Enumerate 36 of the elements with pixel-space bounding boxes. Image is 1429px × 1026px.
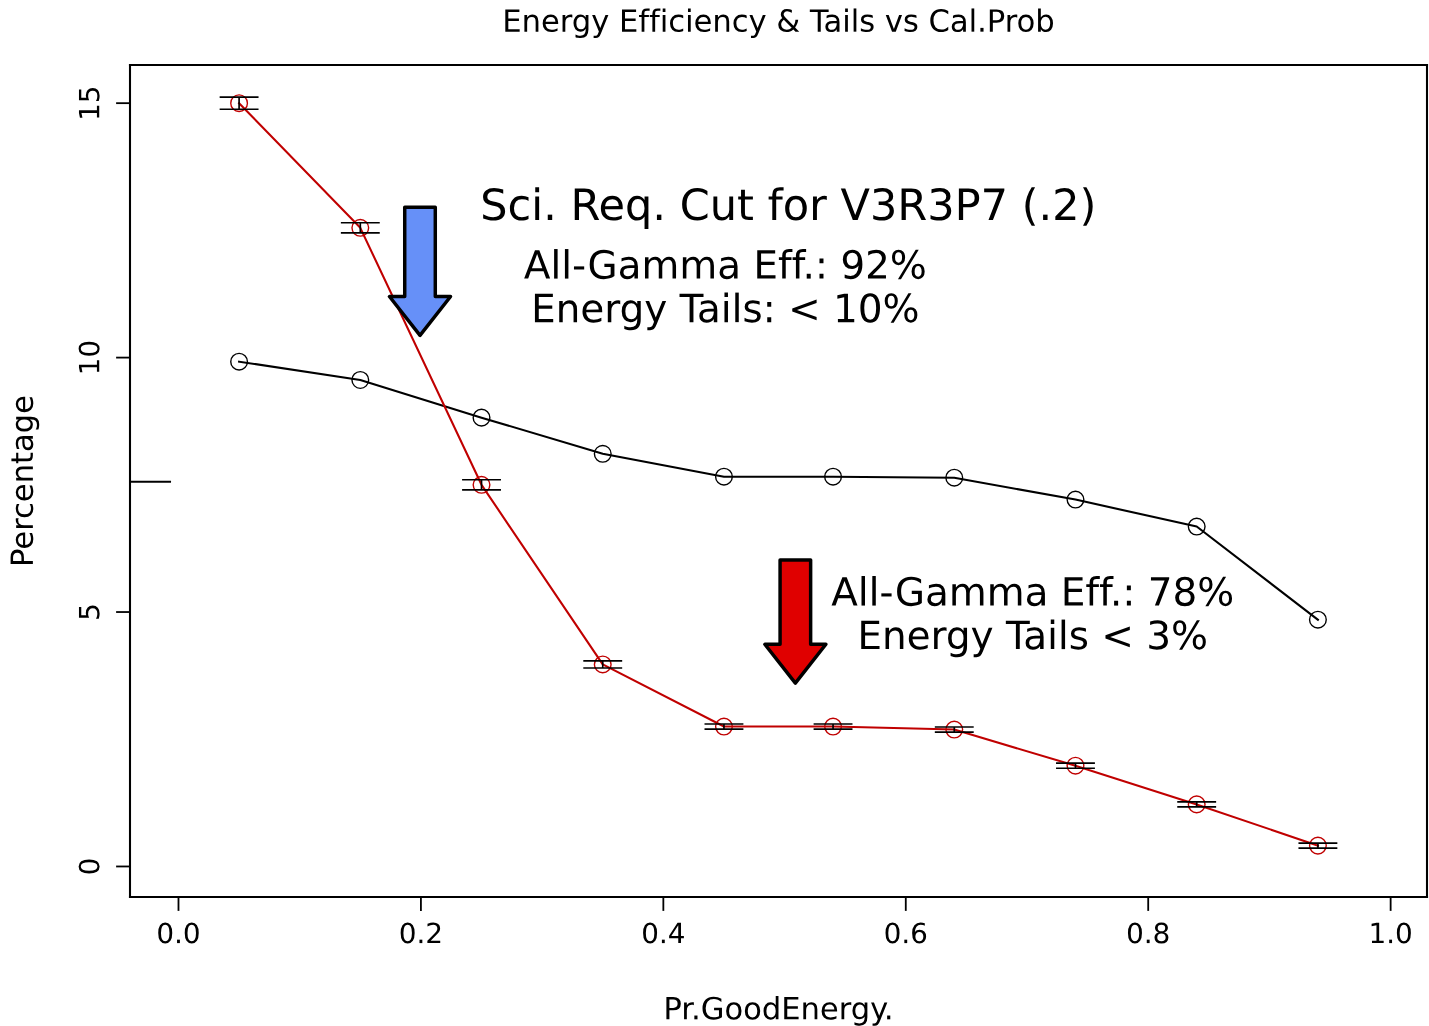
chart-title: Energy Efficiency & Tails vs Cal.Prob xyxy=(505,8,1054,39)
point xyxy=(1308,836,1327,855)
x-tick-label: 0.8 xyxy=(1127,922,1169,944)
point xyxy=(472,475,491,494)
y-axis-title: Percentage xyxy=(10,396,40,564)
point xyxy=(824,717,843,736)
y-tick-label: 10 xyxy=(78,341,100,373)
point xyxy=(593,444,612,463)
point xyxy=(1066,490,1085,509)
y-tick-label: 5 xyxy=(78,605,100,619)
point xyxy=(1308,610,1327,629)
point xyxy=(472,408,491,427)
point xyxy=(714,467,733,486)
point xyxy=(230,352,249,371)
x-axis-title: Pr.GoodEnergy. xyxy=(666,996,891,1026)
point xyxy=(1187,517,1206,536)
point xyxy=(1187,795,1206,814)
point xyxy=(351,370,370,390)
annotation: Sci. Req. Cut for V3R3P7 (.2) xyxy=(483,187,1093,229)
point xyxy=(230,94,249,113)
point xyxy=(1066,756,1085,775)
point xyxy=(945,468,964,487)
x-tick-label: 0.0 xyxy=(158,922,199,944)
point xyxy=(945,720,964,739)
y-tick-label: 0 xyxy=(78,859,100,874)
x-tick-label: 0.4 xyxy=(643,922,684,944)
x-tick-label: 0.2 xyxy=(400,922,441,944)
y-tick-label: 15 xyxy=(78,87,100,118)
point xyxy=(593,655,612,674)
point xyxy=(714,717,733,736)
x-tick-label: 0.6 xyxy=(885,922,927,944)
annotation: All-Gamma Eff.: 78% Energy Tails < 3% xyxy=(831,576,1233,658)
point xyxy=(351,218,370,237)
point xyxy=(824,467,843,486)
annotation: All-Gamma Eff.: 92% Energy Tails: < 10% xyxy=(524,249,925,331)
x-tick-label: 1.0 xyxy=(1371,922,1411,944)
